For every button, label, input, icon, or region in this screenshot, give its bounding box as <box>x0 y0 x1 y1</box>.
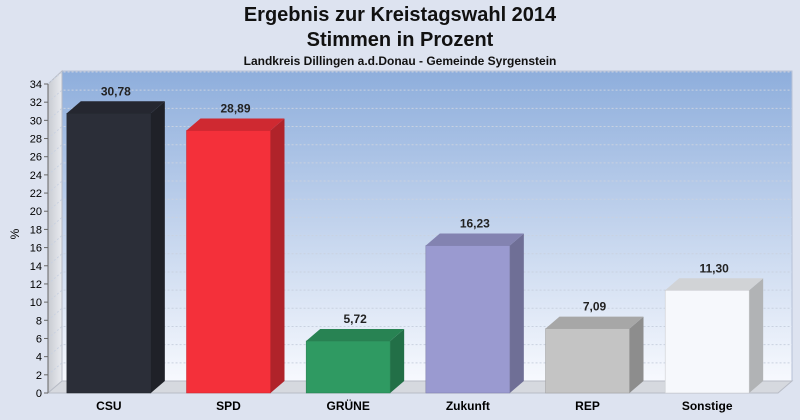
gridline <box>47 235 792 248</box>
data-label: 28,89 <box>220 101 250 115</box>
bar-zukunft: 16,23 <box>425 216 524 394</box>
x-tick-label: REP <box>575 399 600 413</box>
gridline <box>47 307 792 321</box>
bar-top <box>66 101 165 114</box>
y-tick-label: 22 <box>30 188 42 200</box>
y-tick-label: 16 <box>30 243 42 255</box>
gridline <box>47 107 792 121</box>
gridline <box>47 271 792 285</box>
plot-side-wall <box>47 69 63 395</box>
chart-subtitle-region: Landkreis Dillingen a.d.Donau - Gemeinde… <box>243 54 557 68</box>
data-label: 5,72 <box>343 312 367 326</box>
gridline <box>47 216 792 230</box>
bar-side <box>390 329 405 393</box>
bar-top <box>545 316 644 329</box>
bar-front <box>545 328 630 394</box>
y-tick-label: 20 <box>30 206 42 218</box>
bar-spd: 28,89 <box>186 101 285 394</box>
bar-side <box>509 233 524 393</box>
y-tick-label: 26 <box>30 152 42 164</box>
bar-side <box>150 101 165 394</box>
gridline <box>47 253 792 267</box>
bar-top <box>186 118 285 131</box>
y-tick-label: 2 <box>36 370 42 382</box>
bar-top <box>665 278 764 291</box>
y-tick-label: 30 <box>30 115 42 127</box>
bar-front <box>664 290 750 394</box>
y-tick-label: 4 <box>36 352 42 364</box>
y-tick-label: 0 <box>36 388 42 400</box>
bar-top <box>306 329 405 342</box>
bar-rep: 7,09 <box>545 300 644 394</box>
bar-sonstige: 11,30 <box>664 261 764 394</box>
gridline <box>47 144 792 158</box>
gridline <box>47 162 792 176</box>
data-label: 7,09 <box>583 300 607 314</box>
gridline <box>47 198 792 212</box>
y-tick-label: 6 <box>36 333 42 345</box>
chart-title: Ergebnis zur Kreistagswahl 2014 <box>243 4 557 26</box>
bar-top <box>425 233 524 246</box>
bar-csu: 30,78 <box>66 84 165 394</box>
chart-subtitle: Stimmen in Prozent <box>306 29 494 51</box>
bar-front <box>66 113 152 394</box>
gridline <box>47 71 792 85</box>
y-tick-label: 18 <box>30 224 42 236</box>
y-tick-label: 10 <box>30 297 42 309</box>
data-label: 30,78 <box>101 84 131 98</box>
bar-side <box>629 316 644 393</box>
y-axis-label: % <box>8 228 22 239</box>
gridline <box>47 89 792 103</box>
x-tick-label: Zukunft <box>446 399 490 413</box>
x-axis: CSU SPD GRÜNE Zukunft REP Sonstige <box>96 398 733 413</box>
bar-front <box>305 340 391 394</box>
bar-front <box>425 245 511 394</box>
bar-side <box>749 278 764 393</box>
bars: 30,78 28,89 5,72 16,23 7,09 11,30 <box>66 84 764 394</box>
gridline <box>47 126 792 139</box>
y-tick-label: 12 <box>30 279 42 291</box>
y-tick-label: 24 <box>30 170 42 182</box>
x-tick-label: CSU <box>96 399 121 413</box>
bar-front <box>186 130 271 394</box>
y-tick-label: 28 <box>30 134 42 146</box>
gridline <box>47 180 792 194</box>
y-tick-label: 34 <box>30 79 42 91</box>
bar-side <box>270 118 285 393</box>
x-tick-label: Sonstige <box>682 399 733 413</box>
data-label: 16,23 <box>460 216 490 230</box>
y-tick-label: 14 <box>30 261 42 273</box>
data-label: 11,30 <box>699 261 729 275</box>
y-tick-label: 8 <box>36 315 42 327</box>
x-tick-label: GRÜNE <box>326 398 369 413</box>
bar-grüne: 5,72 <box>305 312 405 394</box>
gridline <box>47 289 792 303</box>
x-tick-label: SPD <box>216 399 241 413</box>
y-tick-label: 32 <box>30 97 42 109</box>
